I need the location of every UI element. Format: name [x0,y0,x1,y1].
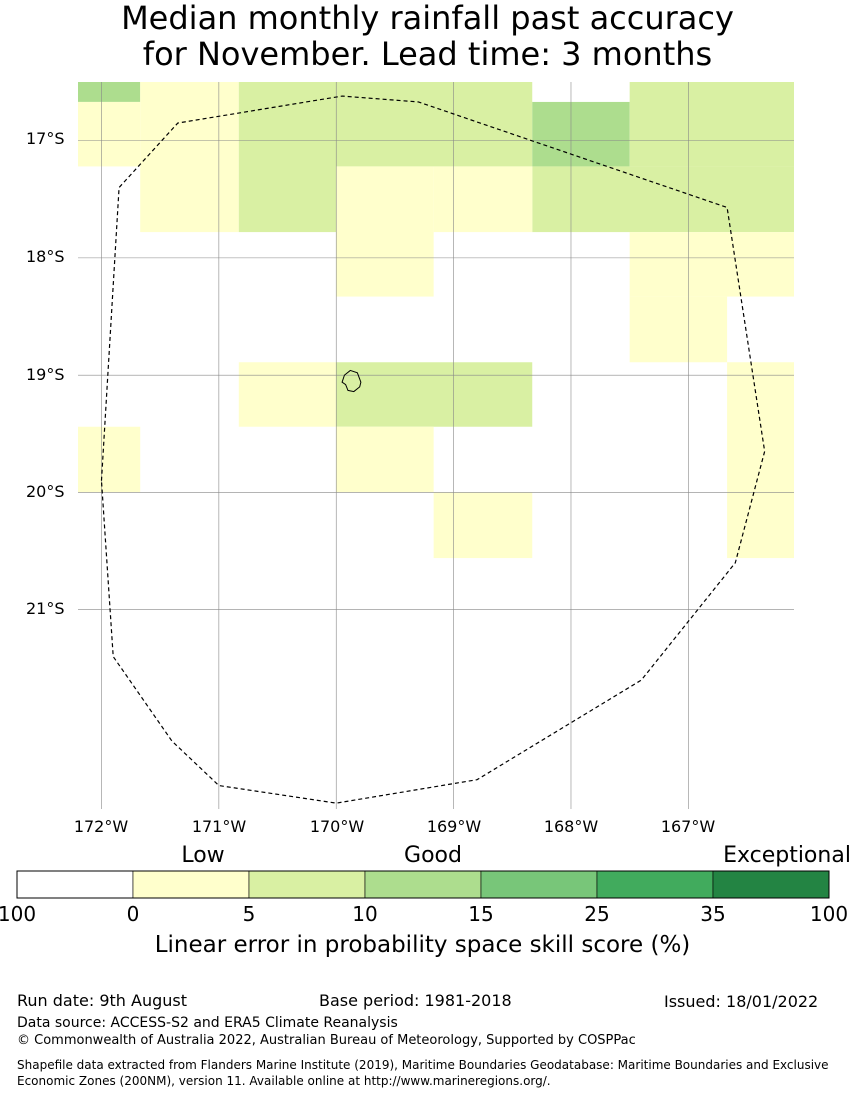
base-period: Base period: 1981-2018 [319,991,512,1010]
colorbar-segment-0 [17,871,133,898]
skill-cell-9 [434,166,533,232]
issued-date: Issued: 18/01/2022 [664,992,818,1011]
colorbar-segment-6 [713,871,829,898]
colorbar [16,870,831,900]
cbar-tick-3: 10 [352,902,377,926]
lat-label-19s: 19°S [26,365,65,384]
skill-cell-14 [727,362,794,558]
colorbar-segment-4 [481,871,597,898]
colorbar-segment-2 [249,871,365,898]
skill-cell-17 [434,492,533,558]
title-line-1: Median monthly rainfall past accuracy [0,0,855,36]
skill-cell-0 [78,82,140,102]
skill-cell-7 [532,166,794,232]
cbar-tick-0: 100 [0,902,36,926]
colorbar-segment-5 [597,871,713,898]
lat-label-18s: 18°S [26,247,65,266]
lon-label-169w: 169°W [427,817,481,836]
skill-cell-13 [336,362,532,426]
data-source: Data source: ACCESS-S2 and ERA5 Climate … [17,1015,398,1031]
skill-cell-6 [630,82,794,166]
category-low: Low [181,843,224,868]
skill-cells [78,82,794,558]
skill-cell-1 [78,102,140,166]
lat-label-20s: 20°S [26,482,65,501]
title-line-2: for November. Lead time: 3 months [0,36,855,72]
cbar-tick-4: 15 [468,902,493,926]
map-title: Median monthly rainfall past accuracy fo… [0,0,855,72]
lon-label-172w: 172°W [74,817,128,836]
skill-cell-12 [239,362,336,426]
lon-label-170w: 170°W [310,817,364,836]
cbar-tick-7: 100 [810,902,848,926]
skill-cell-10 [630,232,794,296]
cbar-tick-1: 0 [127,902,140,926]
lat-label-21s: 21°S [26,599,65,618]
skill-cell-2 [140,82,239,232]
run-date: Run date: 9th August [17,991,187,1010]
shapefile-credit: Shapefile data extracted from Flanders M… [17,1057,847,1089]
skill-cell-8 [336,166,433,296]
category-exceptional: Exceptional [723,843,851,868]
cbar-tick-6: 35 [700,902,725,926]
lat-label-17s: 17°S [26,129,65,148]
lon-label-168w: 168°W [544,817,598,836]
colorbar-segment-3 [365,871,481,898]
skill-cell-11 [630,297,727,363]
colorbar-segment-1 [133,871,249,898]
copyright-notice: © Commonwealth of Australia 2022, Austra… [17,1033,636,1048]
category-good: Good [404,843,462,868]
colorbar-label: Linear error in probability space skill … [0,932,845,958]
cbar-tick-5: 25 [584,902,609,926]
skill-cell-15 [78,427,140,493]
skill-cell-4 [336,82,532,166]
skill-cell-16 [336,427,433,493]
skill-map [78,82,794,809]
cbar-tick-2: 5 [243,902,256,926]
lon-label-167w: 167°W [661,817,715,836]
skill-cell-5 [532,102,629,166]
lon-label-171w: 171°W [192,817,246,836]
